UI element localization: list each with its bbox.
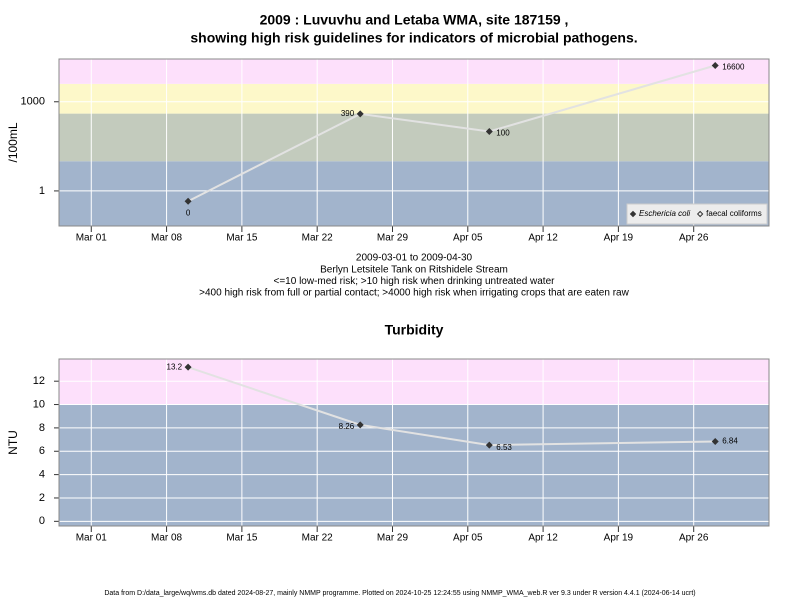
legend-label: Eschericia coli: [639, 209, 690, 218]
x-tick-label: Mar 15: [226, 533, 258, 544]
risk-band: [59, 83, 769, 114]
x-tick-label: Apr 12: [528, 233, 558, 244]
data-label: 6.53: [496, 443, 512, 452]
data-point: [711, 62, 719, 70]
data-point: [711, 437, 719, 445]
series-line: [187, 64, 716, 203]
data-label: 6.84: [722, 437, 738, 446]
chart-note: 2009-03-01 to 2009-04-30: [356, 253, 473, 264]
y-tick-label: 8: [39, 422, 45, 434]
y-tick-label: 0: [39, 515, 45, 527]
x-tick-label: Apr 05: [453, 233, 483, 244]
plot-frame: [58, 58, 770, 227]
y-tick-label: 10: [33, 398, 45, 410]
x-tick-label: Mar 15: [226, 233, 258, 244]
risk-band: [59, 59, 769, 84]
x-tick-label: Apr 26: [679, 533, 709, 544]
chart-note: Berlyn Letsitele Tank on Ritshidele Stre…: [320, 264, 508, 275]
x-tick-label: Mar 01: [76, 533, 108, 544]
data-label: 16600: [722, 63, 745, 72]
data-label: 100: [496, 129, 510, 138]
data-point: [184, 197, 192, 205]
footer: Data from D:/data_large/wq/wms.db dated …: [104, 590, 695, 597]
data-label: 8.26: [339, 422, 355, 431]
x-tick-label: Mar 29: [377, 233, 409, 244]
x-tick-label: Apr 05: [453, 533, 483, 544]
series-line: [187, 366, 716, 447]
x-tick-label: Apr 12: [528, 533, 558, 544]
y-axis-label: NTU: [6, 430, 20, 455]
legend-marker: [629, 210, 637, 218]
x-tick-label: Mar 08: [151, 533, 183, 544]
legend-marker: [696, 210, 704, 218]
x-tick-label: Mar 29: [377, 533, 409, 544]
data-point: [485, 127, 493, 135]
x-tick-label: Apr 19: [604, 233, 634, 244]
y-tick-label: 2: [39, 492, 45, 504]
data-point: [356, 421, 364, 429]
x-tick-label: Mar 22: [302, 233, 334, 244]
x-tick-label: Mar 08: [151, 233, 183, 244]
x-tick-label: Apr 19: [604, 533, 634, 544]
plot-frame: [58, 358, 770, 527]
y-tick-label: 1000: [21, 96, 45, 108]
data-label: 0: [186, 208, 191, 217]
x-tick-label: Mar 01: [76, 233, 108, 244]
x-tick-label: Apr 26: [679, 233, 709, 244]
y-tick-label: 1: [39, 185, 45, 197]
data-label: 13.2: [167, 362, 183, 371]
chart-title: showing high risk guidelines for indicat…: [190, 30, 637, 46]
y-tick-label: 6: [39, 445, 45, 457]
chart-title: Turbidity: [385, 322, 444, 338]
legend: Eschericia coli faecal coliforms: [626, 203, 768, 225]
y-axis-label: /100mL: [6, 122, 20, 162]
y-tick-label: 12: [33, 375, 45, 387]
chart-note: <=10 low-med risk; >10 high risk when dr…: [274, 276, 556, 287]
data-label: 390: [341, 109, 355, 118]
chart-note: >400 high risk from full or partial cont…: [199, 288, 629, 299]
x-tick-label: Mar 22: [302, 533, 334, 544]
legend-label: faecal coliforms: [706, 209, 762, 218]
risk-band: [59, 404, 769, 526]
data-point: [356, 110, 364, 118]
data-point: [184, 363, 192, 371]
data-point: [485, 441, 493, 449]
risk-band: [59, 359, 769, 405]
y-tick-label: 4: [39, 469, 45, 481]
chart-title: 2009 : Luvuvhu and Letaba WMA, site 1871…: [260, 12, 569, 28]
